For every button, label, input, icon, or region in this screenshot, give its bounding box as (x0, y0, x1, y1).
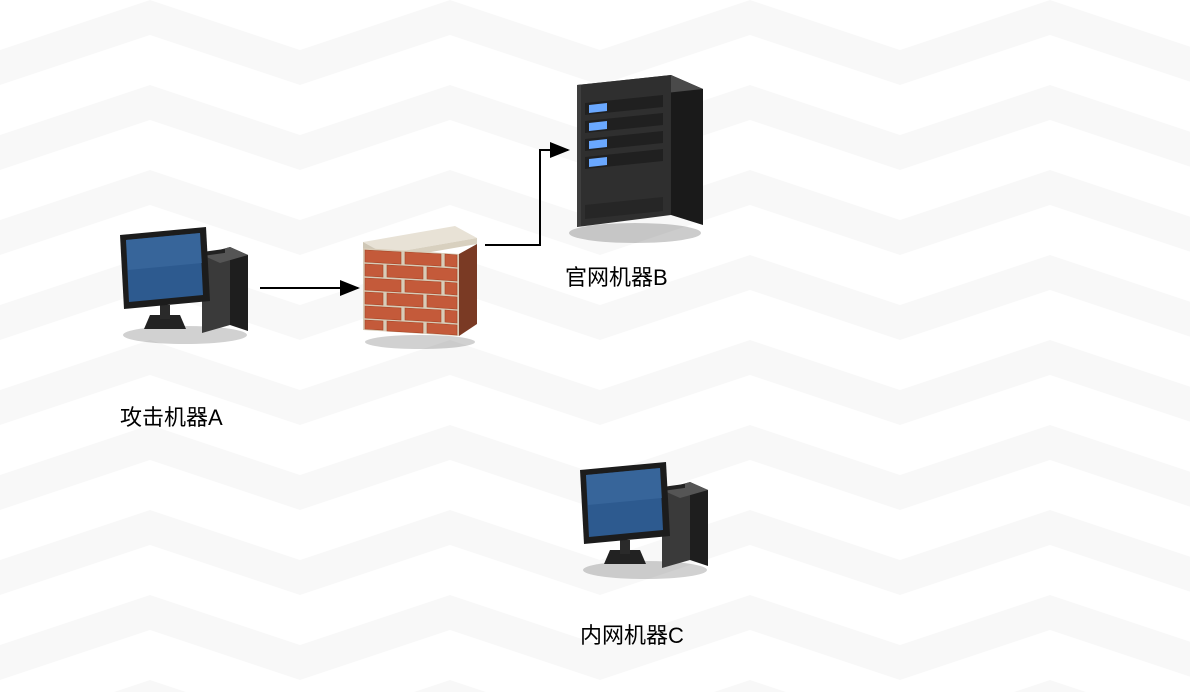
node-attacker (110, 215, 260, 345)
workstation-icon (570, 450, 720, 580)
node-firewall (355, 220, 485, 350)
diagram-canvas: 攻击机器A 官网机器B 内网机器C (0, 0, 1190, 692)
firewall-icon (355, 220, 485, 350)
server-icon (555, 55, 715, 245)
label-server: 官网机器B (565, 260, 668, 292)
label-attacker: 攻击机器A (120, 400, 223, 432)
node-server (555, 55, 715, 245)
node-intranet (570, 450, 720, 580)
workstation-icon (110, 215, 260, 345)
label-intranet: 内网机器C (580, 618, 684, 650)
